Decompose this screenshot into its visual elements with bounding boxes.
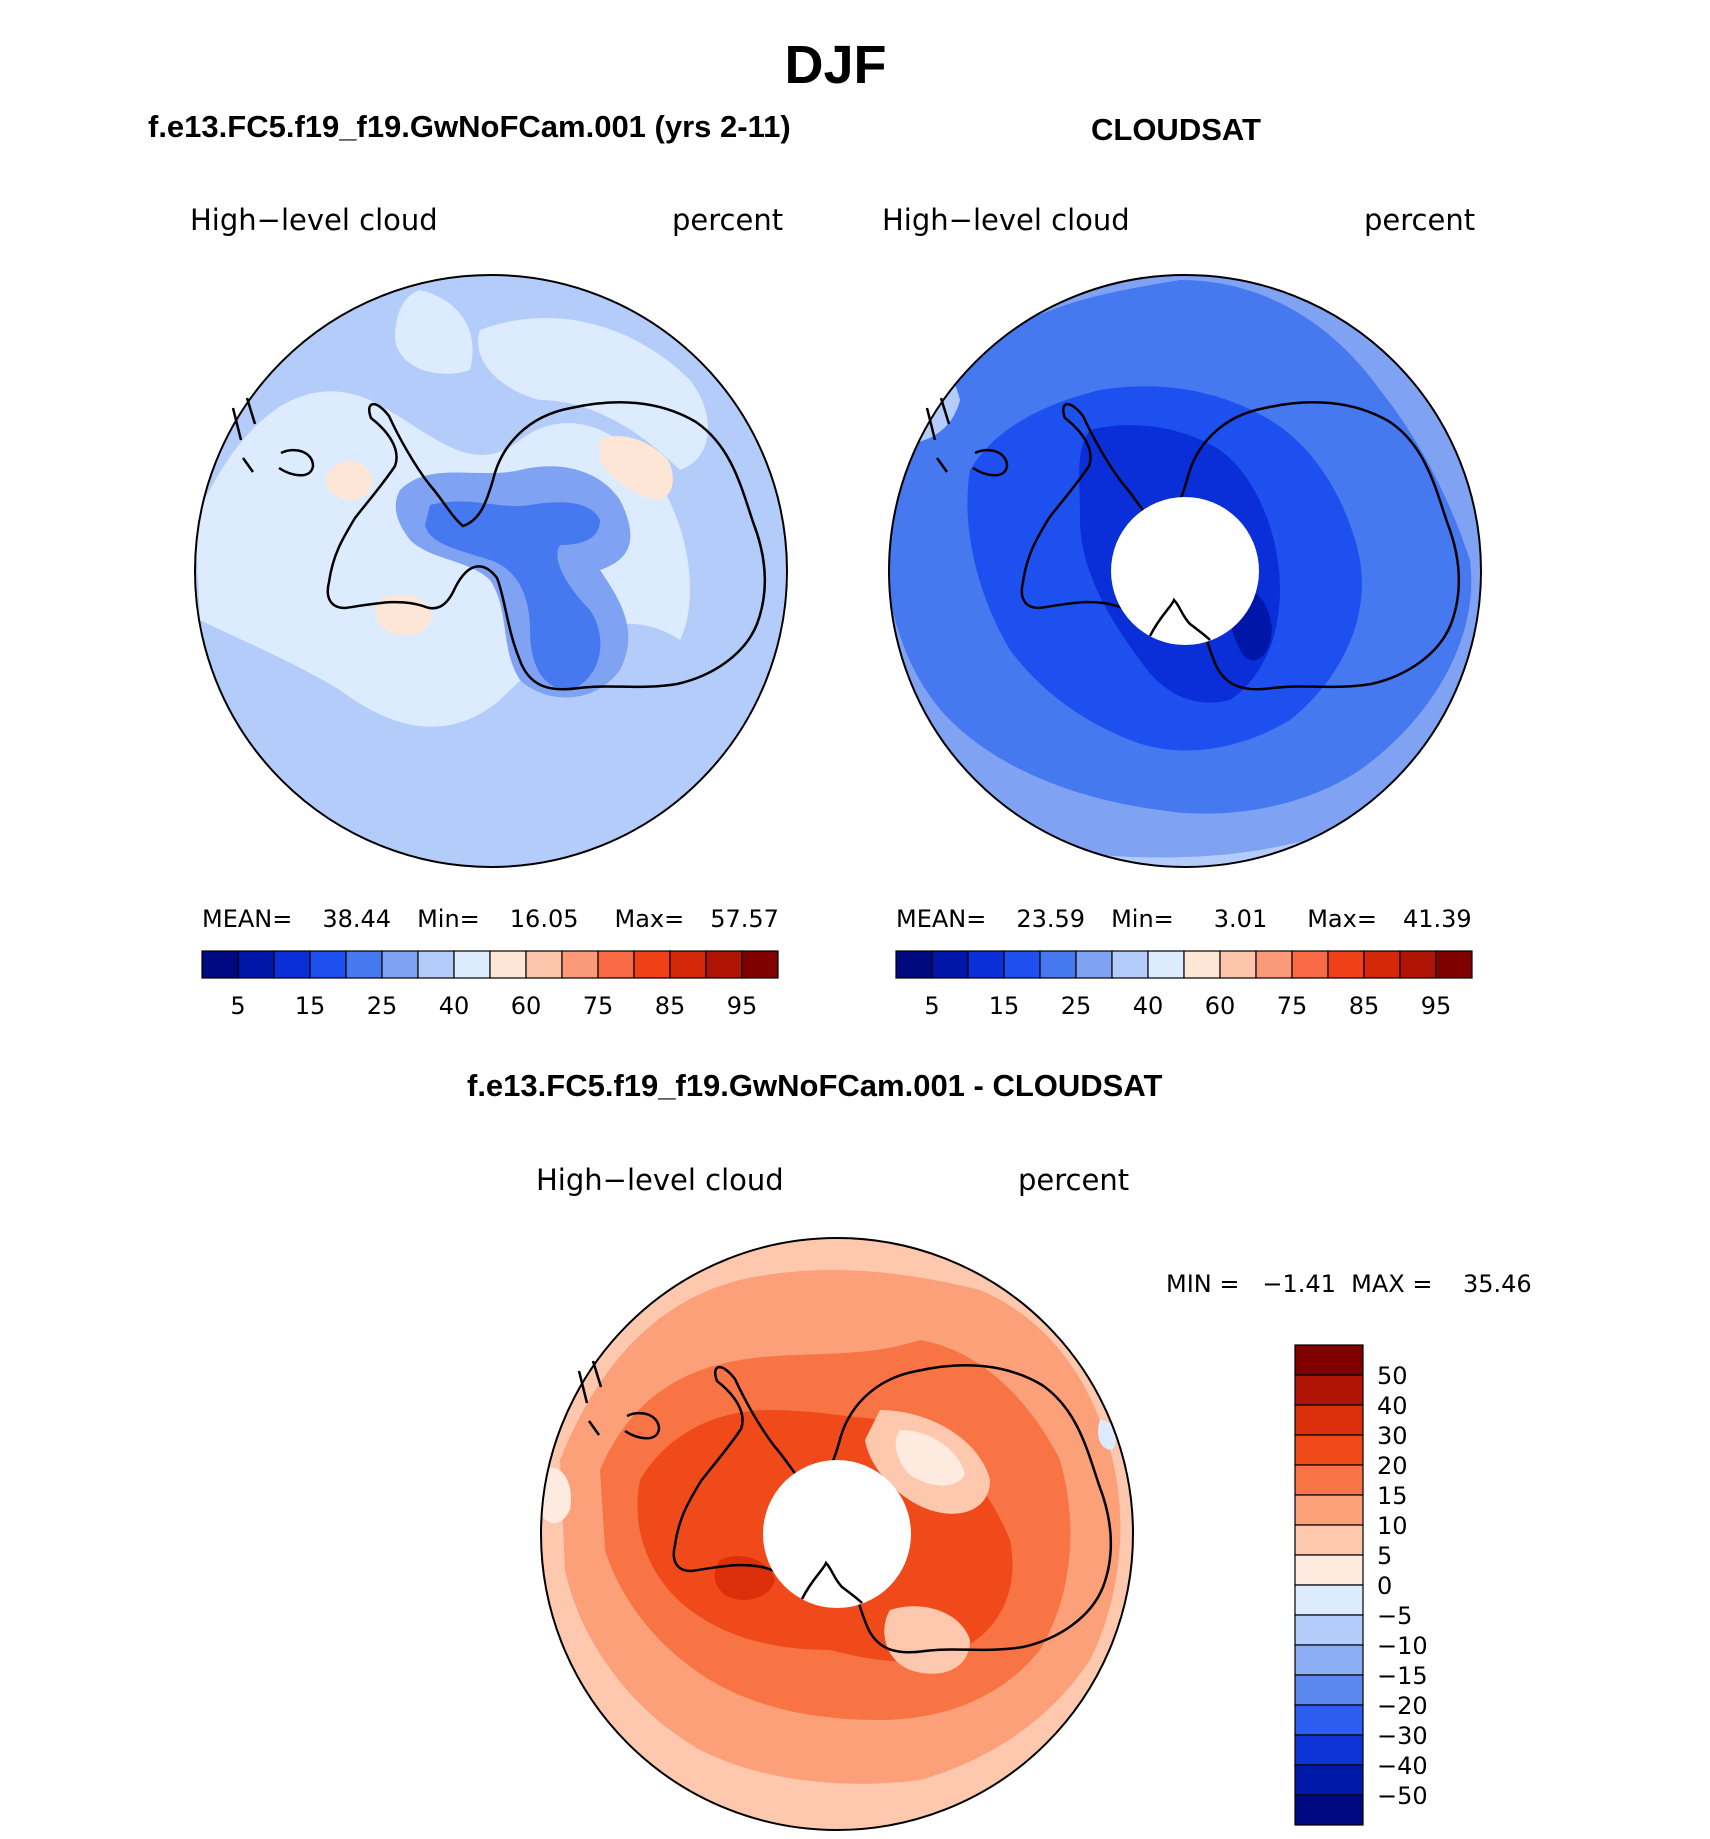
diff-colorbar-swatch xyxy=(1294,1464,1364,1496)
diff-colorbar-tick-label: 30 xyxy=(1377,1422,1408,1450)
diff-colorbar-swatch xyxy=(1294,1704,1364,1736)
model-colorbar-swatch xyxy=(309,950,347,979)
model-colorbar-swatch xyxy=(417,950,455,979)
model-colorbar-tick-label: 85 xyxy=(655,992,686,1020)
model-stats: MEAN= 38.44 Min= 16.05 Max= 57.57 xyxy=(202,905,779,933)
diff-colorbar-tick-label: −20 xyxy=(1377,1692,1428,1720)
obs-colorbar-tick-label: 95 xyxy=(1421,992,1452,1020)
obs-colorbar-swatch xyxy=(895,950,933,979)
obs-colorbar-swatch xyxy=(1363,950,1401,979)
diff-colorbar-swatch xyxy=(1294,1374,1364,1406)
model-colorbar-swatch xyxy=(633,950,671,979)
obs-colorbar-swatch xyxy=(1399,950,1437,979)
diff-stats: MIN = −1.41 MAX = 35.46 xyxy=(1166,1270,1532,1298)
model-colorbar-tick-label: 15 xyxy=(295,992,326,1020)
obs-colorbar-swatch xyxy=(1111,950,1149,979)
model-colorbar-tick-label: 25 xyxy=(367,992,398,1020)
model-colorbar-tick-label: 40 xyxy=(439,992,470,1020)
obs-colorbar-swatch xyxy=(1255,950,1293,979)
diff-colorbar-tick-label: −10 xyxy=(1377,1632,1428,1660)
model-colorbar-tick-label: 75 xyxy=(583,992,614,1020)
obs-field-label: High−level cloud xyxy=(882,203,1130,237)
model-colorbar-swatch xyxy=(489,950,527,979)
obs-colorbar-swatch xyxy=(1219,950,1257,979)
diff-colorbar-tick-label: 20 xyxy=(1377,1452,1408,1480)
obs-panel-title: CLOUDSAT xyxy=(1091,112,1261,147)
diff-units-label: percent xyxy=(1018,1163,1130,1197)
obs-colorbar-tick-label: 75 xyxy=(1277,992,1308,1020)
model-colorbar-swatch xyxy=(237,950,275,979)
obs-units-label: percent xyxy=(1364,203,1476,237)
model-colorbar-swatch xyxy=(705,950,743,979)
obs-colorbar-swatch xyxy=(1183,950,1221,979)
obs-colorbar-swatch xyxy=(1291,950,1329,979)
diff-colorbar-swatch xyxy=(1294,1734,1364,1766)
diff-colorbar-swatch xyxy=(1294,1554,1364,1586)
obs-colorbar: 5 15 25 40 60 75 85 95 xyxy=(895,950,1473,1020)
obs-colorbar-swatch xyxy=(1003,950,1041,979)
diff-colorbar-tick-label: 15 xyxy=(1377,1482,1408,1510)
diff-colorbar-swatch xyxy=(1294,1344,1364,1376)
diff-colorbar-swatch xyxy=(1294,1674,1364,1706)
obs-stats: MEAN= 23.59 Min= 3.01 Max= 41.39 xyxy=(896,905,1472,933)
model-units-label: percent xyxy=(672,203,784,237)
diff-colorbar-tick-label: 0 xyxy=(1377,1572,1392,1600)
model-colorbar-swatch xyxy=(201,950,239,979)
diff-colorbar-swatch xyxy=(1294,1584,1364,1616)
diff-panel-title: f.e13.FC5.f19_f19.GwNoFCam.001 - CLOUDSA… xyxy=(467,1068,1163,1103)
obs-colorbar-tick-label: 40 xyxy=(1133,992,1164,1020)
diff-colorbar-swatch xyxy=(1294,1524,1364,1556)
diff-colorbar-tick-label: −30 xyxy=(1377,1722,1428,1750)
obs-colorbar-tick-label: 60 xyxy=(1205,992,1236,1020)
obs-colorbar-swatch xyxy=(1435,950,1473,979)
obs-colorbar-swatch xyxy=(1147,950,1185,979)
diff-colorbar-swatch xyxy=(1294,1764,1364,1796)
model-colorbar-tick-label: 95 xyxy=(727,992,758,1020)
model-colorbar-tick-label: 60 xyxy=(511,992,542,1020)
model-colorbar-swatch xyxy=(453,950,491,979)
obs-colorbar-tick-label: 5 xyxy=(924,992,939,1020)
diff-field-label: High−level cloud xyxy=(536,1163,784,1197)
obs-colorbar-swatch xyxy=(967,950,1005,979)
model-colorbar-swatch xyxy=(597,950,635,979)
model-colorbar-swatch xyxy=(381,950,419,979)
model-colorbar-tick-label: 5 xyxy=(230,992,245,1020)
diff-colorbar-tick-label: 5 xyxy=(1377,1542,1392,1570)
diff-colorbar-swatch xyxy=(1294,1494,1364,1526)
diff-colorbar-tick-label: −15 xyxy=(1377,1662,1428,1690)
obs-colorbar-tick-label: 15 xyxy=(989,992,1020,1020)
model-field-label: High−level cloud xyxy=(190,203,438,237)
figure-season-title: DJF xyxy=(784,35,887,95)
model-colorbar-swatch xyxy=(561,950,599,979)
obs-colorbar-swatch xyxy=(931,950,969,979)
diff-pole-hole xyxy=(763,1460,911,1608)
diff-colorbar-tick-label: −50 xyxy=(1377,1782,1428,1810)
model-colorbar-swatch xyxy=(345,950,383,979)
obs-pole-hole xyxy=(1111,497,1259,645)
diff-colorbar-tick-label: 10 xyxy=(1377,1512,1408,1540)
obs-colorbar-swatch xyxy=(1039,950,1077,979)
diff-colorbar-tick-label: 50 xyxy=(1377,1362,1408,1390)
obs-colorbar-swatch xyxy=(1327,950,1365,979)
diff-colorbar-tick-label: −5 xyxy=(1377,1602,1412,1630)
obs-colorbar-tick-label: 25 xyxy=(1061,992,1092,1020)
model-colorbar-swatch xyxy=(273,950,311,979)
diff-colorbar-tick-label: 40 xyxy=(1377,1392,1408,1420)
model-panel-title: f.e13.FC5.f19_f19.GwNoFCam.001 (yrs 2-11… xyxy=(148,109,791,144)
diff-colorbar-swatch xyxy=(1294,1644,1364,1676)
diff-colorbar-swatch xyxy=(1294,1404,1364,1436)
model-colorbar-swatch xyxy=(669,950,707,979)
diff-colorbar-tick-label: −40 xyxy=(1377,1752,1428,1780)
diff-colorbar-swatch xyxy=(1294,1614,1364,1646)
obs-colorbar-tick-label: 85 xyxy=(1349,992,1380,1020)
model-colorbar: 5 15 25 40 60 75 85 95 xyxy=(201,950,779,1020)
model-colorbar-swatch xyxy=(525,950,563,979)
model-colorbar-swatch xyxy=(741,950,779,979)
diff-colorbar-swatch xyxy=(1294,1794,1364,1826)
diff-colorbar-swatch xyxy=(1294,1434,1364,1466)
obs-colorbar-swatch xyxy=(1075,950,1113,979)
